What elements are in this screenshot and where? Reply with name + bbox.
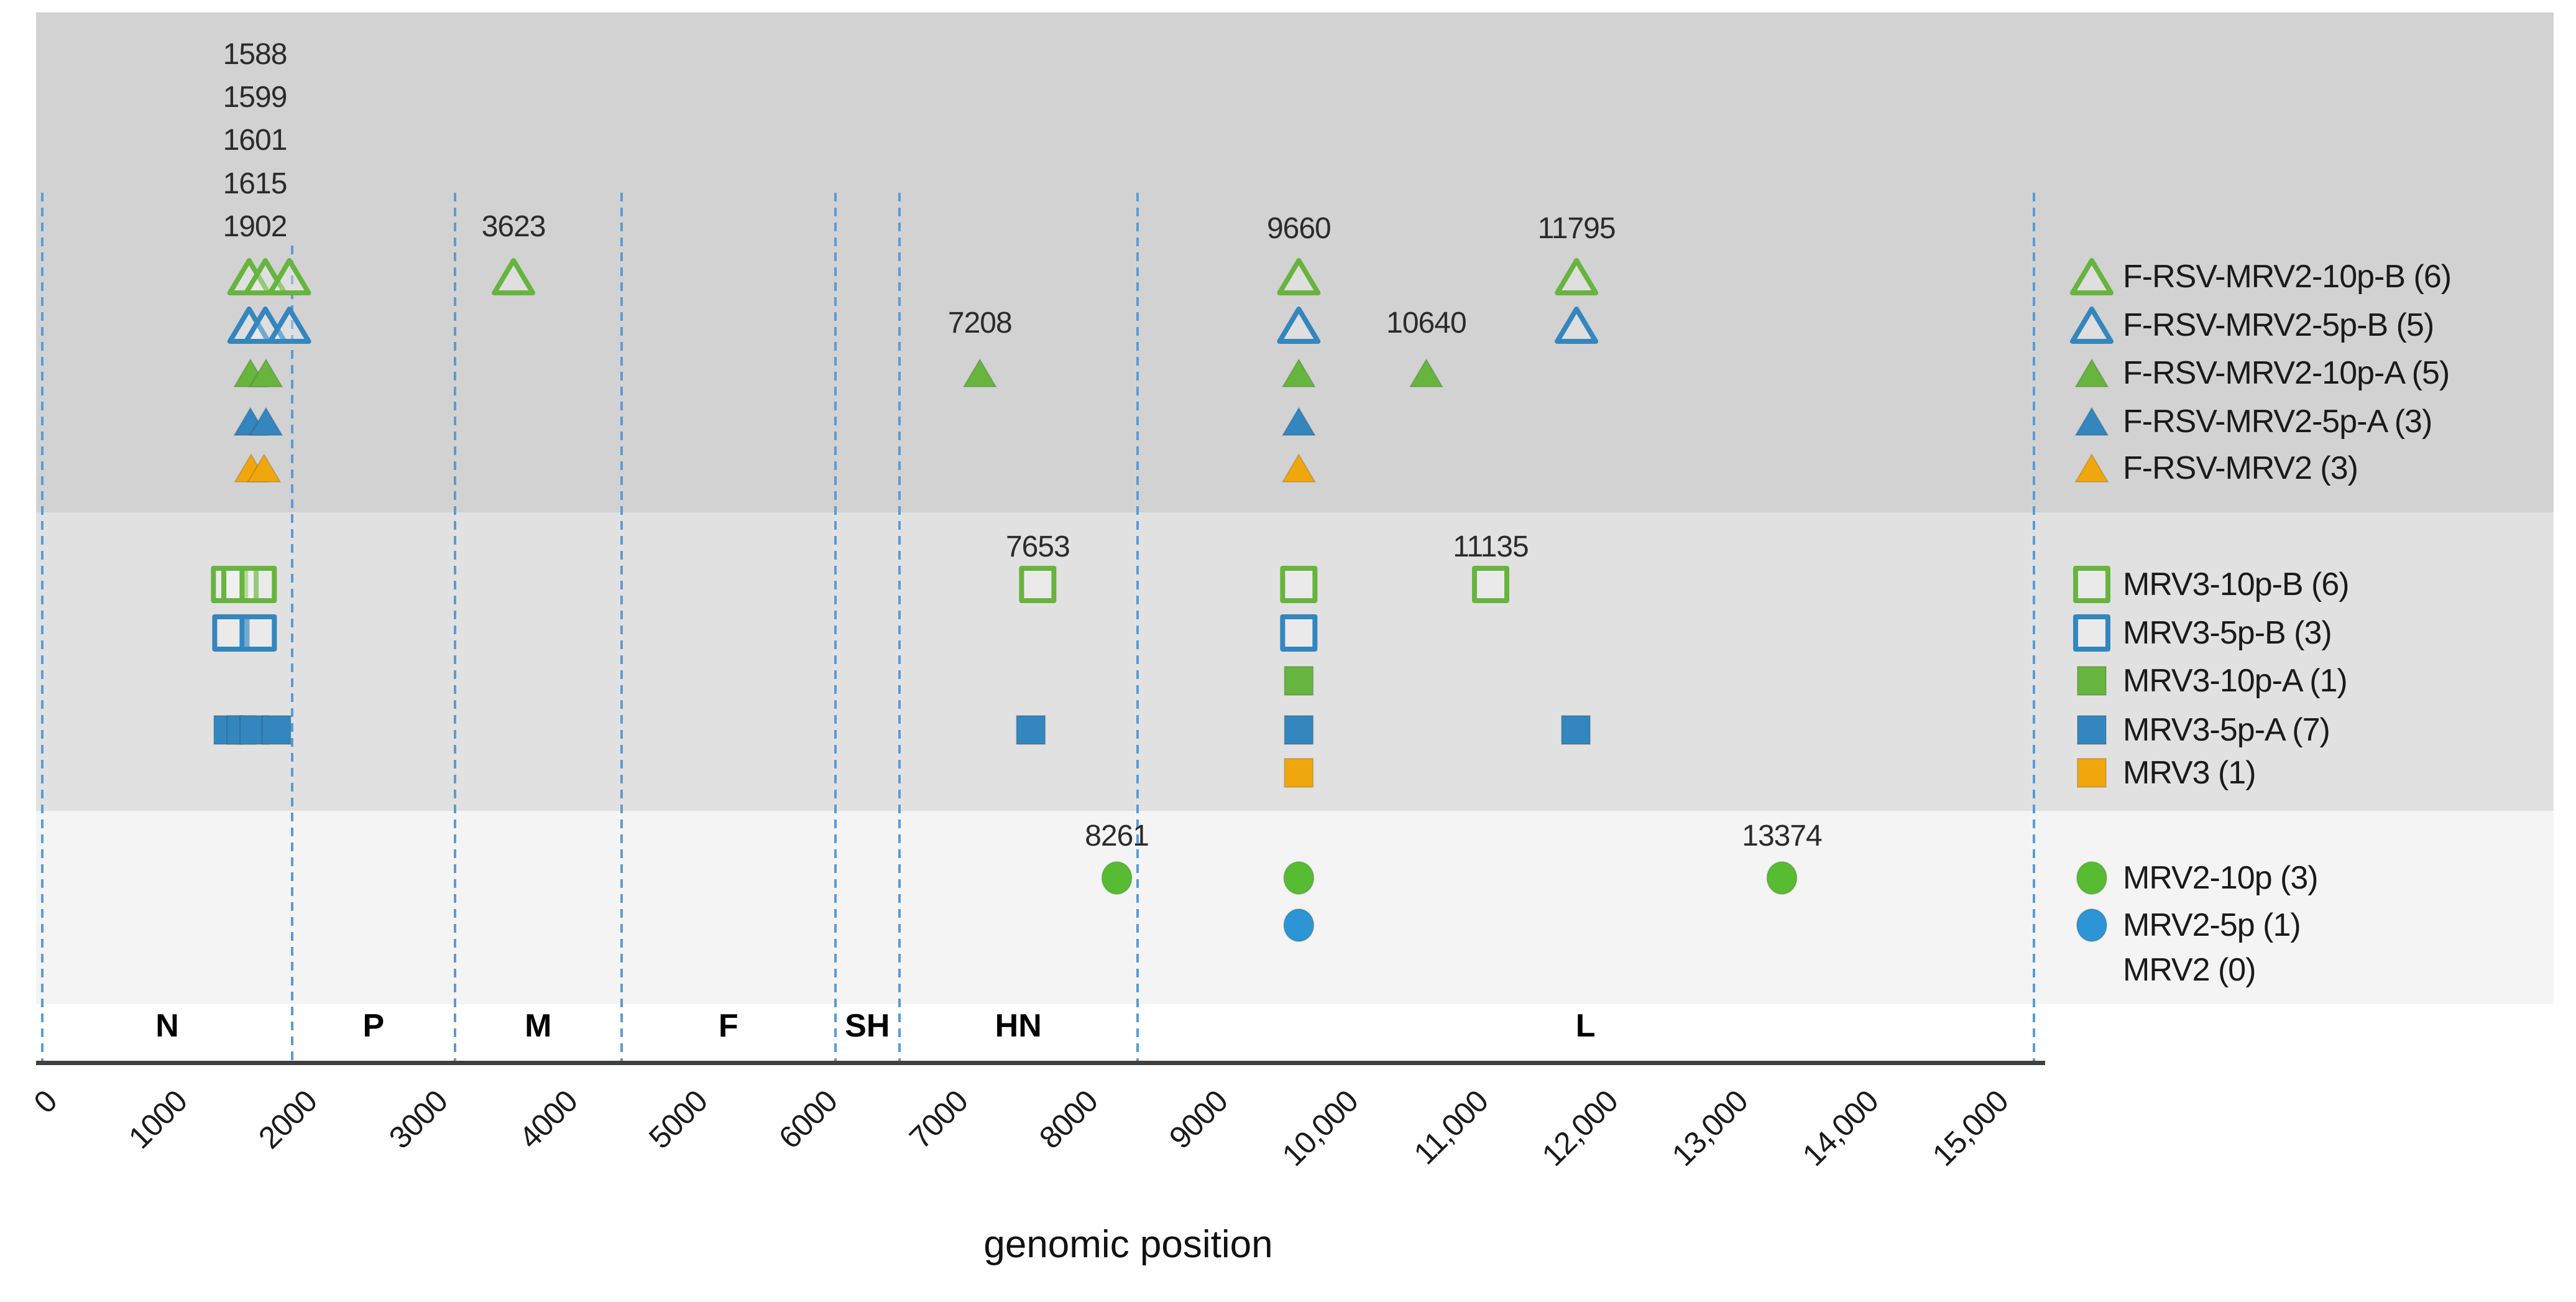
gene-label-f: F	[718, 1008, 738, 1044]
legend-marker-f-rsv-mrv2-5p-b	[2070, 307, 2114, 344]
marker-f-rsv-mrv2-10p-a	[1281, 358, 1317, 387]
legend-item-f-rsv-mrv2-5p-b: F-RSV-MRV2-5p-B (5)	[2123, 307, 2434, 343]
annotation-7208: 7208	[947, 307, 1013, 339]
marker-mrv3-10p-b	[1471, 566, 1509, 603]
legend-item-mrv3: MRV3 (1)	[2123, 755, 2256, 791]
legend-item-mrv3-5p-a: MRV3-5p-A (7)	[2123, 712, 2330, 748]
gene-label-hn: HN	[995, 1008, 1042, 1044]
marker-mrv2-10p	[1766, 861, 1798, 895]
marker-f-rsv-mrv2-10p-b	[1555, 258, 1599, 295]
x-axis-line	[36, 1061, 2045, 1065]
annotation-13374: 13374	[1742, 820, 1822, 852]
marker-mrv3-5p-a	[261, 715, 292, 745]
legend-marker-f-rsv-mrv2-5p-a	[2074, 407, 2109, 436]
annotation-10640: 10640	[1386, 307, 1466, 339]
marker-mrv3-10p-b	[1280, 566, 1318, 603]
annotation-1902: 1902	[223, 210, 288, 243]
marker-f-rsv-mrv2-5p-a	[249, 407, 283, 436]
marker-f-rsv-mrv2-5p-b	[1555, 307, 1599, 344]
marker-f-rsv-mrv2-5p-a	[1281, 407, 1317, 436]
annotation-8261: 8261	[1085, 820, 1149, 852]
gene-boundary-line-3	[620, 193, 623, 1063]
marker-f-rsv-mrv2-10p-a	[1409, 358, 1444, 387]
gene-boundary-line-2	[453, 193, 456, 1063]
gene-boundary-line-1	[290, 246, 293, 1063]
annotation-1599: 1599	[223, 81, 288, 114]
legend-marker-mrv3-10p-b	[2073, 566, 2110, 603]
marker-f-rsv-mrv2-10p-b	[1277, 258, 1321, 295]
annotation-1615: 1615	[223, 167, 288, 200]
marker-mrv3-5p-a	[1561, 715, 1591, 745]
legend-marker-mrv3-5p-a	[2077, 715, 2107, 745]
marker-f-rsv-mrv2-10p-a	[249, 358, 283, 387]
legend-marker-mrv2-5p	[2076, 908, 2107, 942]
legend-item-f-rsv-mrv2: F-RSV-MRV2 (3)	[2123, 450, 2358, 486]
marker-mrv2-10p	[1283, 861, 1315, 895]
gene-label-m: M	[525, 1008, 552, 1044]
marker-mrv3-5p-b	[1280, 614, 1318, 652]
gene-label-sh: SH	[845, 1008, 890, 1044]
legend-item-mrv3-5p-b: MRV3-5p-B (3)	[2123, 615, 2332, 651]
gene-label-n: N	[155, 1008, 179, 1044]
legend-marker-mrv3-5p-b	[2073, 614, 2110, 652]
x-axis-title: genomic position	[983, 1223, 1273, 1266]
marker-mrv3	[1284, 758, 1314, 788]
annotation-1601: 1601	[223, 124, 288, 157]
annotation-1588: 1588	[223, 38, 288, 71]
gene-label-p: P	[362, 1008, 385, 1044]
annotation-11795: 11795	[1537, 212, 1616, 245]
marker-mrv3-5p-a	[1284, 715, 1314, 745]
marker-f-rsv-mrv2-5p-b	[1277, 307, 1321, 344]
legend-marker-f-rsv-mrv2-10p-b	[2070, 258, 2114, 295]
annotation-11135: 11135	[1453, 530, 1529, 563]
gene-boundary-line-7	[2032, 193, 2035, 1063]
legend-item-mrv3-10p-a: MRV3-10p-A (1)	[2123, 663, 2348, 699]
gene-boundary-line-5	[898, 193, 901, 1063]
marker-mrv2-10p	[1101, 861, 1133, 895]
marker-mrv2-5p	[1283, 908, 1315, 942]
annotation-7653: 7653	[1005, 530, 1070, 563]
gene-boundary-line-6	[1136, 193, 1139, 1063]
gene-boundary-line-0	[41, 193, 44, 1063]
legend-marker-f-rsv-mrv2	[2074, 453, 2109, 482]
marker-mrv3-10p-a	[1284, 666, 1314, 696]
legend-marker-mrv3	[2077, 758, 2107, 788]
annotation-9660: 9660	[1266, 212, 1332, 245]
legend-marker-mrv3-10p-a	[2077, 666, 2107, 696]
marker-mrv3-5p-a	[1016, 715, 1046, 745]
marker-f-rsv-mrv2	[247, 453, 282, 482]
marker-mrv3-5p-b	[239, 614, 277, 652]
legend-marker-f-rsv-mrv2-10p-a	[2074, 358, 2109, 387]
gene-boundary-line-4	[834, 193, 837, 1063]
legend-item-mrv2-10p: MRV2-10p (3)	[2123, 860, 2319, 896]
marker-f-rsv-mrv2-10p-b	[492, 258, 536, 295]
legend-item-mrv2: MRV2 (0)	[2123, 952, 2256, 988]
marker-mrv3-10p-b	[239, 566, 277, 603]
annotation-3623: 3623	[481, 210, 546, 243]
legend-item-f-rsv-mrv2-10p-a: F-RSV-MRV2-10p-A (5)	[2123, 355, 2450, 391]
legend-item-mrv2-5p: MRV2-5p (1)	[2123, 907, 2301, 943]
marker-f-rsv-mrv2-10p-b	[267, 258, 311, 295]
marker-f-rsv-mrv2-10p-a	[962, 358, 998, 387]
marker-f-rsv-mrv2-5p-b	[267, 307, 311, 344]
legend-marker-mrv2-10p	[2076, 861, 2107, 895]
legend-item-f-rsv-mrv2-10p-b: F-RSV-MRV2-10p-B (6)	[2123, 259, 2452, 295]
legend-item-f-rsv-mrv2-5p-a: F-RSV-MRV2-5p-A (3)	[2123, 404, 2432, 440]
marker-mrv3-10p-b	[1019, 566, 1057, 603]
gene-label-l: L	[1575, 1008, 1596, 1044]
marker-f-rsv-mrv2	[1281, 453, 1317, 482]
legend-item-mrv3-10p-b: MRV3-10p-B (6)	[2123, 566, 2350, 603]
